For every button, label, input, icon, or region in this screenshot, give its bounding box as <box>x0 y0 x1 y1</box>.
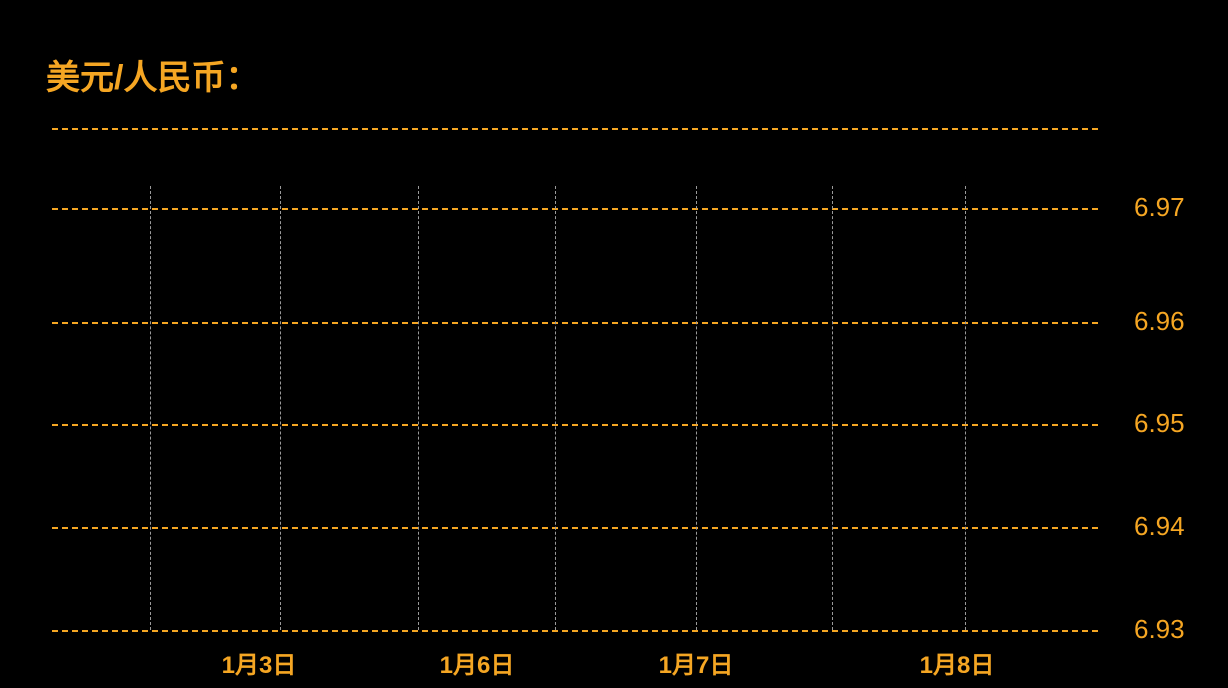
gridline-horizontal <box>52 322 1098 324</box>
gridline-vertical <box>150 186 151 630</box>
y-axis-label: 6.95 <box>1134 408 1185 439</box>
gridline-vertical <box>280 186 281 630</box>
x-axis-label: 1月3日 <box>222 645 297 680</box>
x-axis-label: 1月8日 <box>920 645 995 680</box>
gridline-vertical <box>555 186 556 630</box>
chart-title: 美元/人民币： <box>46 50 259 99</box>
gridline-vertical <box>832 186 833 630</box>
x-axis-label: 1月7日 <box>659 645 734 680</box>
gridline-vertical <box>418 186 419 630</box>
y-axis-label: 6.94 <box>1134 511 1185 542</box>
gridline-vertical <box>965 186 966 630</box>
gridline-horizontal <box>52 630 1098 632</box>
gridline-horizontal <box>52 128 1098 130</box>
gridline-horizontal <box>52 208 1098 210</box>
gridline-vertical <box>696 186 697 630</box>
gridline-horizontal <box>52 424 1098 426</box>
gridline-horizontal <box>52 527 1098 529</box>
y-axis-label: 6.96 <box>1134 306 1185 337</box>
y-axis-label: 6.97 <box>1134 192 1185 223</box>
x-axis-label: 1月6日 <box>440 645 515 680</box>
y-axis-label: 6.93 <box>1134 614 1185 645</box>
